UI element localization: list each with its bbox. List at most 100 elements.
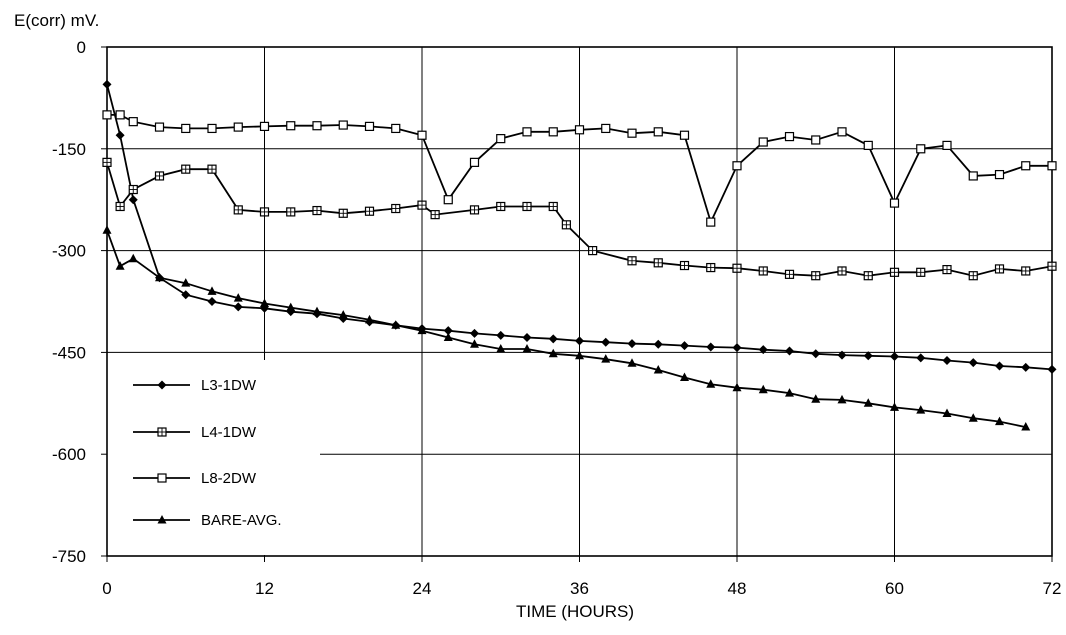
y-tick-label: -750 [52, 547, 86, 566]
data-point [207, 297, 217, 306]
data-point [732, 161, 742, 171]
data-point [364, 121, 375, 132]
data-point [785, 388, 794, 397]
x-tick-label: 24 [413, 579, 432, 598]
y-tick-label: -600 [52, 445, 86, 464]
y-tick-label: -300 [52, 242, 86, 261]
data-point [259, 121, 270, 132]
data-point [1047, 261, 1057, 271]
data-point [364, 206, 375, 216]
data-point [653, 339, 663, 349]
data-point [522, 332, 532, 342]
data-point [890, 351, 899, 361]
data-point [994, 264, 1005, 274]
data-point [154, 122, 165, 132]
data-point [470, 328, 479, 338]
data-point [1021, 266, 1031, 276]
data-point [561, 220, 571, 230]
data-point [732, 382, 742, 392]
data-point [260, 298, 269, 308]
data-point [286, 121, 296, 131]
data-point [391, 123, 401, 134]
data-point [286, 302, 296, 312]
data-point [469, 205, 480, 215]
data-point [155, 272, 164, 282]
data-point [706, 342, 716, 352]
data-point [286, 207, 296, 217]
data-point [157, 473, 167, 483]
data-point [916, 144, 926, 154]
y-tick-label: 0 [77, 38, 86, 57]
data-point [312, 121, 322, 131]
data-point [588, 246, 598, 256]
data-point [157, 427, 167, 437]
data-point [968, 358, 978, 368]
data-point [679, 130, 690, 140]
data-point [496, 134, 506, 144]
legend-background [108, 360, 320, 555]
data-point [916, 405, 926, 414]
data-point [758, 384, 768, 394]
data-point [758, 345, 768, 355]
data-point [181, 164, 191, 174]
data-point [863, 398, 873, 407]
data-point [128, 253, 138, 263]
data-point [890, 402, 899, 411]
series-group [102, 79, 1057, 431]
data-point [1047, 161, 1057, 171]
legend-label: BARE-AVG. [201, 512, 282, 529]
data-point [1021, 362, 1031, 372]
data-point [548, 201, 558, 212]
data-point [522, 127, 532, 137]
data-point [679, 260, 690, 271]
data-point [706, 217, 716, 227]
data-point [496, 344, 506, 353]
legend-item: L4-1DW [133, 424, 257, 441]
data-point [233, 293, 243, 302]
data-point [417, 130, 427, 140]
data-point [968, 171, 978, 181]
x-tick-label: 36 [570, 579, 589, 598]
data-point [522, 201, 532, 212]
legend-label: L8-2DW [201, 470, 257, 487]
data-point [968, 413, 978, 422]
data-point [837, 127, 847, 137]
data-point [430, 210, 440, 220]
data-point [207, 123, 217, 134]
data-point [653, 365, 663, 374]
data-point [102, 79, 112, 89]
data-point [548, 348, 558, 358]
y-axis-label: E(corr) mV. [14, 11, 99, 30]
data-point [259, 207, 270, 217]
data-point [863, 351, 873, 361]
data-point [157, 515, 167, 524]
data-point [443, 326, 453, 336]
series-l4-1dw [102, 157, 1057, 281]
data-point [889, 267, 900, 277]
data-point [154, 171, 165, 181]
data-point [994, 169, 1005, 180]
data-point [942, 265, 952, 275]
x-tick-label: 60 [885, 579, 904, 598]
data-point [811, 271, 821, 281]
data-point [157, 380, 167, 390]
data-point [365, 314, 374, 324]
data-point [391, 203, 401, 214]
data-point [128, 184, 138, 195]
legend-label: L3-1DW [201, 377, 257, 394]
data-point [837, 266, 847, 276]
data-point [758, 266, 768, 276]
data-point [338, 208, 348, 218]
data-point [811, 394, 821, 403]
data-point [496, 330, 506, 340]
data-point [181, 290, 191, 300]
data-point [128, 195, 138, 205]
data-point [312, 306, 322, 316]
series-l8-2dw [102, 110, 1057, 227]
data-point [115, 201, 125, 212]
data-point [233, 122, 243, 132]
data-point [680, 341, 689, 351]
data-point [128, 117, 138, 127]
tick-labels: 0 12 24 36 48 60 72 0 -150 -300 -450 -600 -750 [52, 38, 1061, 598]
